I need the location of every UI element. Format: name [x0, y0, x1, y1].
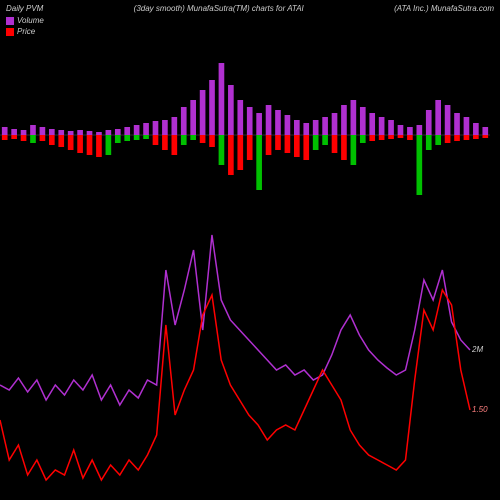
axis-label-volume: 2M — [472, 345, 483, 354]
chart-header: Daily PVM (3day smooth) MunafaSutra(TM) … — [0, 4, 500, 13]
price-volume-line-chart — [0, 230, 490, 500]
legend-swatch-volume — [6, 17, 14, 25]
legend-item-price: Price — [6, 27, 44, 36]
legend: Volume Price — [6, 16, 44, 38]
legend-label-price: Price — [17, 27, 35, 36]
header-center: (3day smooth) MunafaSutra(TM) charts for… — [134, 4, 304, 13]
legend-item-volume: Volume — [6, 16, 44, 25]
pvm-bar-chart — [0, 50, 490, 220]
header-right: (ATA Inc.) MunafaSutra.com — [394, 4, 494, 13]
legend-label-volume: Volume — [17, 16, 44, 25]
header-left: Daily PVM — [6, 4, 43, 13]
axis-label-price: 1.50 — [472, 405, 488, 414]
legend-swatch-price — [6, 28, 14, 36]
